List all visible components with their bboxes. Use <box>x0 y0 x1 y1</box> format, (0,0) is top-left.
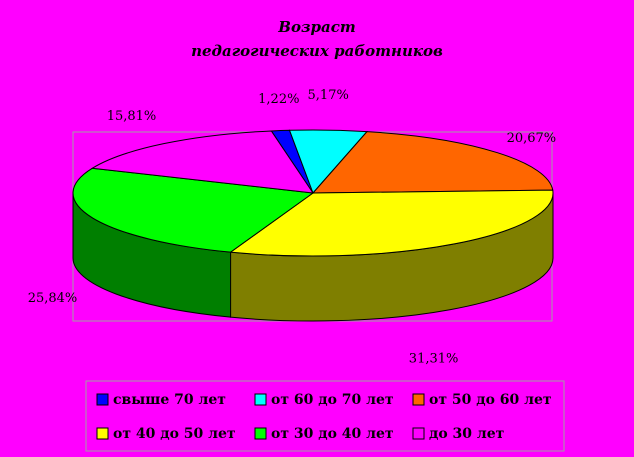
legend-label-1: от 60 до 70 лет <box>271 392 394 408</box>
slice-label-4: 25,84% <box>28 291 78 306</box>
legend-swatch-4 <box>254 427 267 440</box>
legend-swatch-2 <box>412 393 425 406</box>
pie-3d <box>72 129 554 322</box>
legend-label-4: от 30 до 40 лет <box>271 426 394 442</box>
legend-swatch-3 <box>96 427 109 440</box>
legend-label-2: от 50 до 60 лет <box>429 392 552 408</box>
chart-title-line-1: Возраст <box>277 18 355 36</box>
legend-swatch-5 <box>412 427 425 440</box>
legend-label-3: от 40 до 50 лет <box>113 426 236 442</box>
legend-label-0: свыше 70 лет <box>113 392 226 408</box>
pie-slice-3 <box>229 189 554 257</box>
pie-slice-5 <box>90 130 315 194</box>
slice-label-1: 5,17% <box>308 88 349 103</box>
slice-label-3: 31,31% <box>409 351 459 366</box>
pie-slice-4 <box>72 167 315 253</box>
legend-swatch-0 <box>96 393 109 406</box>
pie-slice-2 <box>311 131 554 194</box>
legend: свыше 70 лет от 60 до 70 лет от 50 до 60 л… <box>96 392 552 442</box>
slice-label-2: 20,67% <box>507 131 557 146</box>
slice-label-5: 15,81% <box>107 109 157 124</box>
legend-box <box>85 380 565 452</box>
legend-label-5: до 30 лет <box>429 426 505 442</box>
slice-labels: 1,22% 5,17% 20,67% 31,31% 25,84% 15,81% <box>28 88 556 366</box>
legend-swatch-1 <box>254 393 267 406</box>
slice-label-0: 1,22% <box>258 92 299 107</box>
chart-title-line-2: педагогических работников <box>191 42 443 60</box>
